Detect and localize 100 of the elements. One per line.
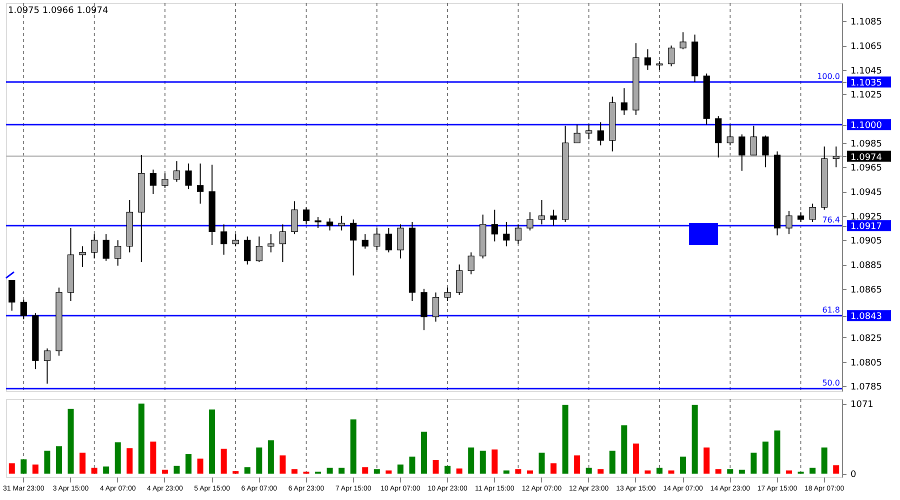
- y-tick-label: 1.1065: [850, 42, 882, 52]
- bar: [704, 448, 710, 474]
- y-tick-label: 1.0885: [850, 261, 882, 272]
- bar: [833, 465, 840, 474]
- bar: [68, 408, 74, 474]
- bar: [456, 468, 462, 474]
- y-tick-label: 1.1035: [850, 78, 882, 89]
- bar: [103, 466, 110, 474]
- candlestick: [102, 234, 110, 262]
- bar: [20, 459, 27, 474]
- y-tick-label: 1.1025: [850, 90, 882, 101]
- candlestick: [668, 45, 675, 67]
- candlestick: [468, 252, 474, 275]
- bar: [150, 442, 156, 474]
- bar: [209, 409, 216, 474]
- bar: [774, 430, 780, 474]
- candlestick: [456, 264, 463, 296]
- y-tick-label: 0: [850, 470, 856, 480]
- candlestick: [750, 125, 757, 156]
- bar: [538, 452, 545, 474]
- candlestick: [385, 228, 392, 253]
- candlestick: [432, 292, 440, 322]
- bar: [362, 467, 368, 474]
- bar: [220, 448, 227, 474]
- y-tick-label: 1.0917: [850, 222, 882, 232]
- bar: [786, 470, 792, 474]
- bar: [727, 469, 734, 474]
- candlestick: [809, 203, 816, 222]
- candlestick: [786, 210, 792, 235]
- candlestick: [256, 236, 262, 263]
- candlestick: [832, 146, 840, 168]
- candlestick: [302, 206, 310, 225]
- candlestick: [326, 218, 334, 231]
- annotation: 61.8: [822, 306, 840, 315]
- candlestick: [762, 135, 769, 168]
- bar: [138, 404, 144, 474]
- y-tick-label: 1.0985: [850, 139, 882, 150]
- bar: [386, 470, 392, 474]
- bar: [80, 452, 86, 474]
- bar: [280, 455, 286, 474]
- candlestick: [514, 224, 522, 244]
- bar: [680, 456, 686, 474]
- annotation: 100.0: [817, 72, 840, 82]
- y-tick-label: 1.1085: [850, 18, 882, 28]
- y-tick-label: 1.0945: [850, 188, 882, 198]
- y-tick-label: 1.0865: [850, 285, 882, 296]
- bar: [197, 458, 204, 474]
- candlestick: [444, 287, 451, 302]
- bar: [715, 469, 722, 474]
- bar: [244, 467, 250, 474]
- candlestick: [738, 134, 746, 172]
- candlestick: [644, 48, 652, 70]
- y-tick-label: 1.0785: [850, 382, 882, 393]
- candlestick: [8, 280, 16, 312]
- candlestick: [279, 224, 286, 263]
- candlestick: [268, 234, 274, 253]
- annotation: 50.0: [822, 378, 840, 388]
- bar: [91, 468, 98, 474]
- candlestick: [726, 124, 734, 146]
- candlestick: [586, 124, 592, 140]
- bar: [632, 444, 639, 474]
- bar: [421, 432, 427, 474]
- candlestick: [220, 224, 228, 256]
- candlestick: [397, 224, 404, 259]
- candlestick: [244, 236, 251, 266]
- candlestick: [196, 163, 204, 204]
- bar: [480, 450, 486, 474]
- bar: [56, 446, 62, 474]
- bar: [8, 463, 15, 474]
- bar: [256, 448, 262, 474]
- bar: [44, 450, 50, 474]
- candlestick: [538, 200, 546, 225]
- candlestick: [526, 212, 534, 231]
- candlestick: [503, 221, 510, 247]
- candlestick: [350, 219, 357, 276]
- bar: [515, 469, 522, 474]
- candlestick: [291, 200, 298, 235]
- bar: [644, 470, 651, 474]
- bar: [656, 468, 662, 474]
- y-tick-label: 1.0805: [850, 358, 882, 368]
- bar: [810, 468, 816, 474]
- bar: [350, 419, 356, 474]
- bar: [126, 448, 133, 474]
- bar: [432, 460, 439, 474]
- candlestick: [491, 209, 498, 242]
- bar: [444, 466, 451, 474]
- candlestick: [79, 246, 86, 268]
- bar: [232, 471, 239, 474]
- candlestick: [374, 228, 380, 250]
- bar: [468, 448, 474, 474]
- bar: [750, 452, 757, 474]
- annotation: 76.4: [822, 216, 840, 225]
- bar: [550, 463, 557, 474]
- y-tick-label: 1.0974: [850, 152, 882, 163]
- bar: [338, 468, 345, 474]
- bar: [586, 468, 592, 474]
- bar: [397, 464, 404, 474]
- candlestick: [797, 212, 804, 222]
- candlestick: [597, 122, 604, 146]
- candlestick: [173, 160, 180, 182]
